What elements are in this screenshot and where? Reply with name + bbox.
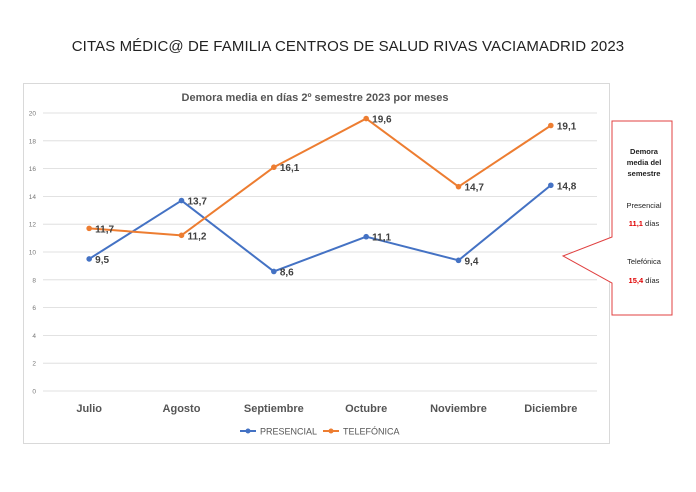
data-point [178,197,185,204]
telefonica-unit: días [645,276,660,285]
data-point [455,183,462,190]
callout-telefonica-label: Telefónica [627,257,661,266]
data-label: 8,6 [280,267,294,278]
x-tick-label: Diciembre [524,403,577,415]
data-label: 11,2 [188,231,207,242]
legend-marker [328,428,334,434]
data-label: 19,1 [557,122,577,133]
x-tick-label: Septiembre [244,403,304,415]
data-point [548,122,554,129]
y-tick-label: 6 [32,305,36,312]
callout-box [561,120,673,316]
y-tick-label: 16 [29,166,37,173]
chart-title: Demora media en días 2º semestre 2023 po… [182,92,449,104]
legend-label: TELEFÓNICA [343,427,400,437]
data-label: 9,5 [95,255,109,266]
data-label: 14,8 [557,181,577,192]
data-point [178,232,185,239]
data-point [271,164,277,171]
y-tick-label: 4 [32,333,36,340]
x-tick-label: Noviembre [430,403,487,415]
callout-heading: Demora media del semestre [615,146,673,179]
presencial-unit: días [645,219,660,228]
data-point [363,233,369,240]
y-tick-label: 0 [32,389,36,396]
y-tick-label: 18 [29,138,37,145]
data-point [548,182,554,189]
series-line-presencial [88,184,552,273]
data-point [455,257,462,264]
callout-telefonica-value: 15,4 días [615,275,673,286]
data-label: 16,1 [280,163,300,174]
data-point [86,225,92,232]
callout-heading-line-2: media del [626,158,662,167]
presencial-value: 11,1 [628,219,643,228]
y-tick-label: 20 [29,111,37,118]
data-label: 11,1 [372,233,391,244]
callout-presencial-label: Presencial [626,201,662,210]
y-tick-label: 8 [32,277,36,284]
x-tick-label: Agosto [163,403,201,415]
data-label: 11,7 [95,224,114,235]
page-title: CITAS MÉDIC@ DE FAMILIA CENTROS DE SALUD… [71,38,625,55]
legend-marker [245,428,251,434]
data-label: 13,7 [188,197,208,208]
x-tick-label: Julio [76,403,102,415]
legend-label: PRESENCIAL [260,427,317,437]
callout-heading-line-3: semestre [627,169,661,178]
data-label: 9,4 [465,256,479,267]
y-tick-label: 2 [32,361,36,368]
y-tick-label: 14 [29,194,37,201]
y-tick-label: 10 [29,250,37,257]
y-tick-label: 12 [29,222,37,229]
telefonica-value: 15,4 [628,276,644,285]
series-line-telefónica [89,117,552,237]
x-tick-label: Octubre [345,403,387,415]
data-point [86,256,92,262]
data-label: 19,6 [372,115,392,126]
callout-presencial-value: 11,1 días [615,218,673,229]
data-point [363,115,369,122]
callout-heading-line-1: Demora [630,147,658,156]
data-label: 14,7 [465,183,485,194]
data-point [271,268,277,275]
